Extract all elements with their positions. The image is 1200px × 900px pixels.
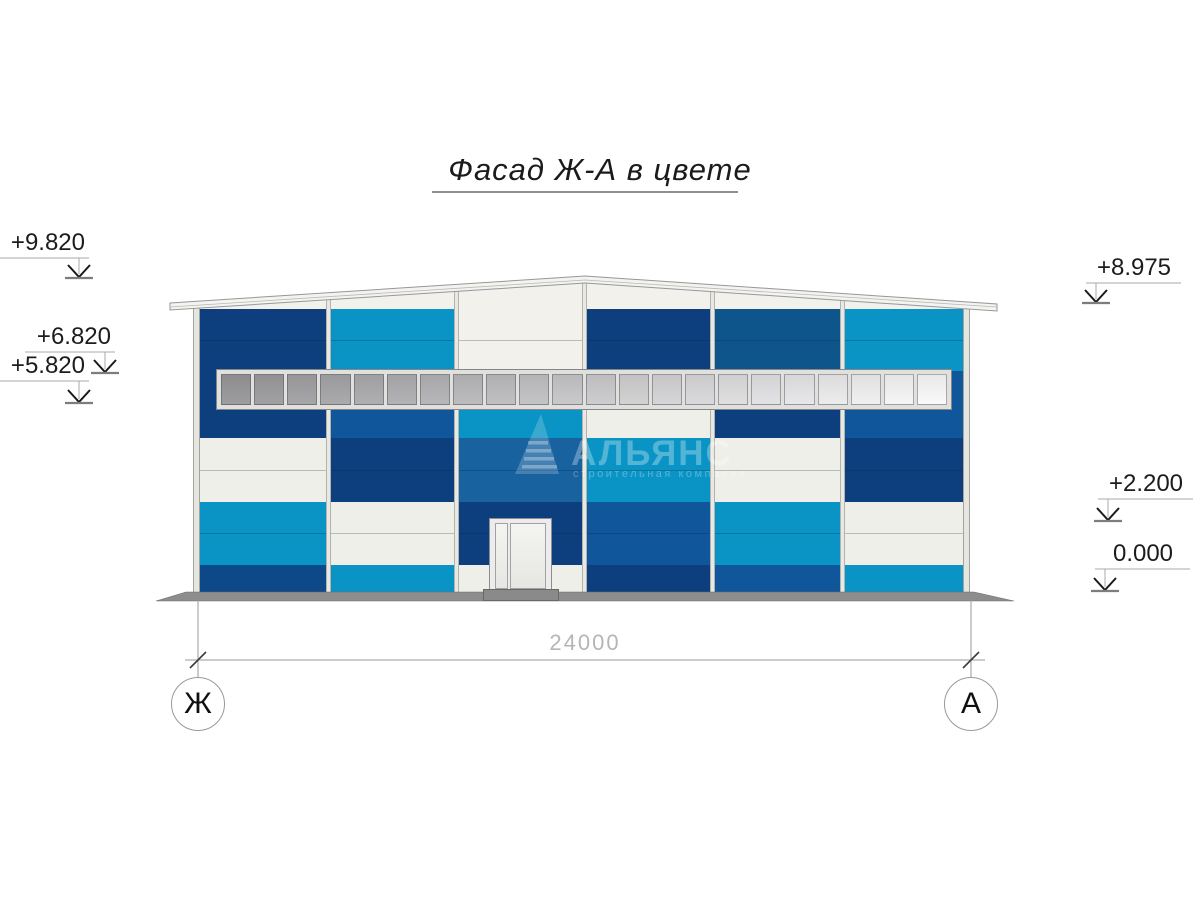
door-threshold [483, 589, 559, 601]
axis-bubble-zh: Ж [171, 677, 225, 731]
window-pane [320, 374, 351, 405]
facade-panel-bay-1-C [200, 438, 328, 502]
facade-panel-bay-4-A [584, 309, 712, 371]
elevation-label-left-0: +9.820 [10, 229, 85, 256]
facade-panel-bay-6-C [842, 438, 963, 502]
facade-panel-bay-5-E [712, 565, 842, 592]
facade-panel-bay-5-C [712, 438, 842, 502]
wall-right-edge-column [963, 304, 970, 592]
facade-panel-bay-3-A [456, 309, 584, 371]
facade-panel-bay-3-B [456, 409, 584, 438]
window-pane [419, 374, 450, 405]
facade-panel-bay-1-B [200, 409, 328, 438]
facade-panel-bay-6-B [842, 409, 963, 438]
facade-panel-bay-3-C [456, 438, 584, 502]
roof-band [169, 275, 998, 312]
window-pane [916, 374, 948, 405]
building-wall [193, 283, 970, 592]
elevation-label-right-2: 0.000 [1112, 540, 1174, 567]
window-pane [850, 374, 881, 405]
window-pane [751, 374, 782, 405]
facade-panel-bay-6-D [842, 502, 963, 565]
wall-left-edge-column [193, 304, 200, 592]
elevation-label-left-2: +5.820 [10, 352, 85, 379]
window-pane [254, 374, 285, 405]
facade-mullion [325, 283, 331, 592]
facade-panel-bay-1-D [200, 502, 328, 565]
facade-panel-bay-1-E [200, 565, 328, 592]
facade-panel-bay-2-A [328, 309, 456, 371]
window-pane [883, 374, 914, 405]
window-pane [618, 374, 649, 405]
facade-panel-bay-6-E [842, 565, 963, 592]
facade-mullion [453, 283, 459, 592]
facade-mullion [839, 283, 845, 592]
facade-panel-bay-5-A [712, 309, 842, 371]
facade-panel-bay-6-A [842, 309, 963, 371]
facade-panel-bay-5-D [712, 502, 842, 565]
door-leaf-main [510, 523, 546, 589]
window-pane [386, 374, 417, 405]
window-pane [784, 374, 815, 405]
window-pane [452, 374, 484, 405]
facade-panel-bay-4-B [584, 409, 712, 438]
dimension-tick-right [962, 651, 980, 669]
window-pane [585, 374, 616, 405]
facade-panel-bay-2-B [328, 409, 456, 438]
facade-panel-bay-5-B [712, 409, 842, 438]
door-leaf-narrow [495, 523, 508, 589]
facade-panel-bay-2-C [328, 438, 456, 502]
roof-fascia-line [169, 279, 998, 308]
dimension-tick-left [189, 651, 207, 669]
facade-panel-bay-2-D [328, 502, 456, 565]
facade-mullion [709, 283, 715, 592]
window-pane [684, 374, 716, 405]
window-pane [651, 374, 682, 405]
facade-panel-bay-4-E [584, 565, 712, 592]
window-pane [718, 374, 749, 405]
ribbon-window-strip [216, 369, 952, 410]
window-pane [353, 374, 384, 405]
window-pane [519, 374, 550, 405]
facade-panel-bay-4-D [584, 502, 712, 565]
overall-dimension-label: 24000 [549, 630, 621, 655]
axis-bubble-a: А [944, 677, 998, 731]
title-underline [432, 191, 738, 193]
elevation-label-right-0: +8.975 [1096, 254, 1172, 281]
window-pane [287, 374, 318, 405]
facade-mullion [581, 283, 587, 592]
window-pane [486, 374, 517, 405]
drawing-title: Фасад Ж-А в цвете [448, 152, 752, 187]
axis-letter-zh: Ж [184, 687, 212, 720]
window-pane [552, 374, 583, 405]
axis-letter-a: А [960, 687, 981, 720]
elevation-label-right-1: +2.200 [1108, 470, 1184, 497]
elevation-label-left-1: +6.820 [36, 323, 111, 350]
facade-panel-bay-1-A [200, 309, 328, 371]
facade-panel-bay-2-E [328, 565, 456, 592]
facade-panel-bay-4-C [584, 438, 712, 502]
window-pane [817, 374, 848, 405]
window-pane [221, 374, 252, 405]
